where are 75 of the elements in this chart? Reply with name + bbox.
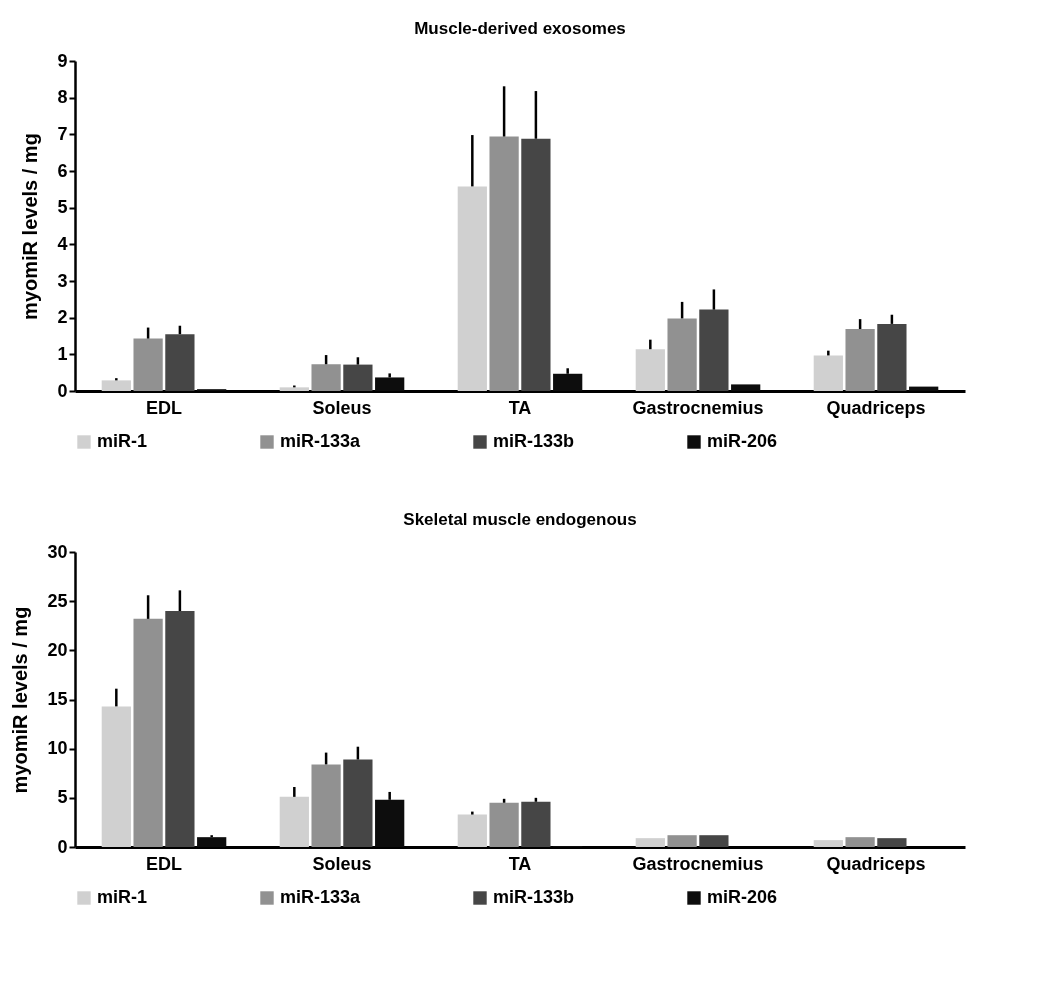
legend-label: miR-133b: [493, 431, 575, 451]
bar: [699, 309, 729, 391]
bar: [877, 323, 907, 391]
bar: [667, 318, 697, 391]
legend-label: miR-206: [707, 431, 778, 451]
bar: [165, 334, 195, 391]
y-tick-label: 2: [57, 307, 68, 328]
y-tick-label: 8: [57, 87, 68, 108]
x-tick-label: Gastrocnemius: [632, 853, 764, 874]
bar: [101, 380, 131, 391]
bar: [197, 837, 227, 847]
y-tick-label: 5: [57, 787, 68, 808]
y-tick-label: 4: [57, 233, 68, 254]
bar: [635, 838, 665, 847]
x-tick-label: Quadriceps: [826, 853, 926, 874]
chart-title: Muscle-derived exosomes: [414, 19, 626, 38]
chart-title: Skeletal muscle endogenous: [403, 510, 637, 529]
y-tick-label: 3: [57, 270, 68, 291]
bar: [667, 835, 697, 847]
bar: [311, 764, 341, 847]
bar: [813, 840, 843, 847]
x-tick-label: EDL: [146, 397, 182, 418]
y-tick-label: 30: [47, 541, 68, 562]
bar: [101, 706, 131, 847]
x-tick-label: Gastrocnemius: [632, 397, 764, 418]
y-tick-label: 9: [57, 50, 68, 71]
bar: [845, 837, 875, 847]
bar: [877, 838, 907, 847]
x-tick-label: Soleus: [312, 397, 372, 418]
bar: [375, 799, 405, 847]
bar: [279, 796, 309, 847]
bar: [813, 355, 843, 391]
y-axis-title: myomiR levels / mg: [19, 133, 42, 320]
y-tick-label: 15: [47, 689, 68, 709]
bar: [635, 349, 665, 391]
bar: [165, 611, 195, 847]
y-tick-label: 10: [47, 738, 68, 759]
y-tick-label: 5: [57, 197, 68, 218]
bar: [845, 329, 875, 391]
y-tick-label: 0: [57, 380, 68, 401]
bar: [909, 386, 939, 391]
bar: [731, 384, 761, 391]
bar: [133, 338, 163, 391]
bar: [699, 835, 729, 847]
y-tick-label: 20: [47, 639, 68, 660]
bar: [343, 759, 373, 847]
bar: [311, 364, 341, 391]
bar: [457, 814, 487, 847]
x-tick-label: TA: [508, 397, 532, 418]
bar: [375, 377, 405, 391]
bar: [133, 618, 163, 847]
bar: [457, 186, 487, 391]
y-tick-label: 7: [57, 123, 68, 144]
y-tick-label: 1: [57, 343, 68, 364]
y-axis-title: myomiR levels / mg: [9, 606, 32, 794]
y-tick-label: 6: [57, 160, 68, 181]
bar: [553, 373, 583, 391]
legend-label: miR-133a: [280, 431, 362, 451]
legend-label: miR-1: [97, 431, 148, 451]
legend-label: miR-133a: [280, 887, 362, 907]
legend-label: miR-133b: [493, 887, 575, 907]
legend-label: miR-206: [707, 887, 778, 907]
bar: [489, 802, 519, 847]
x-tick-label: Quadriceps: [826, 397, 926, 418]
bar: [279, 387, 309, 391]
legend-label: miR-1: [97, 887, 148, 907]
bar: [521, 138, 551, 391]
x-tick-label: EDL: [146, 853, 182, 874]
x-tick-label: TA: [508, 853, 532, 874]
bar: [343, 364, 373, 391]
bar: [489, 136, 519, 391]
y-tick-label: 25: [47, 590, 68, 611]
x-tick-label: Soleus: [312, 853, 372, 874]
bar: [521, 801, 551, 847]
y-tick-label: 0: [57, 836, 68, 857]
